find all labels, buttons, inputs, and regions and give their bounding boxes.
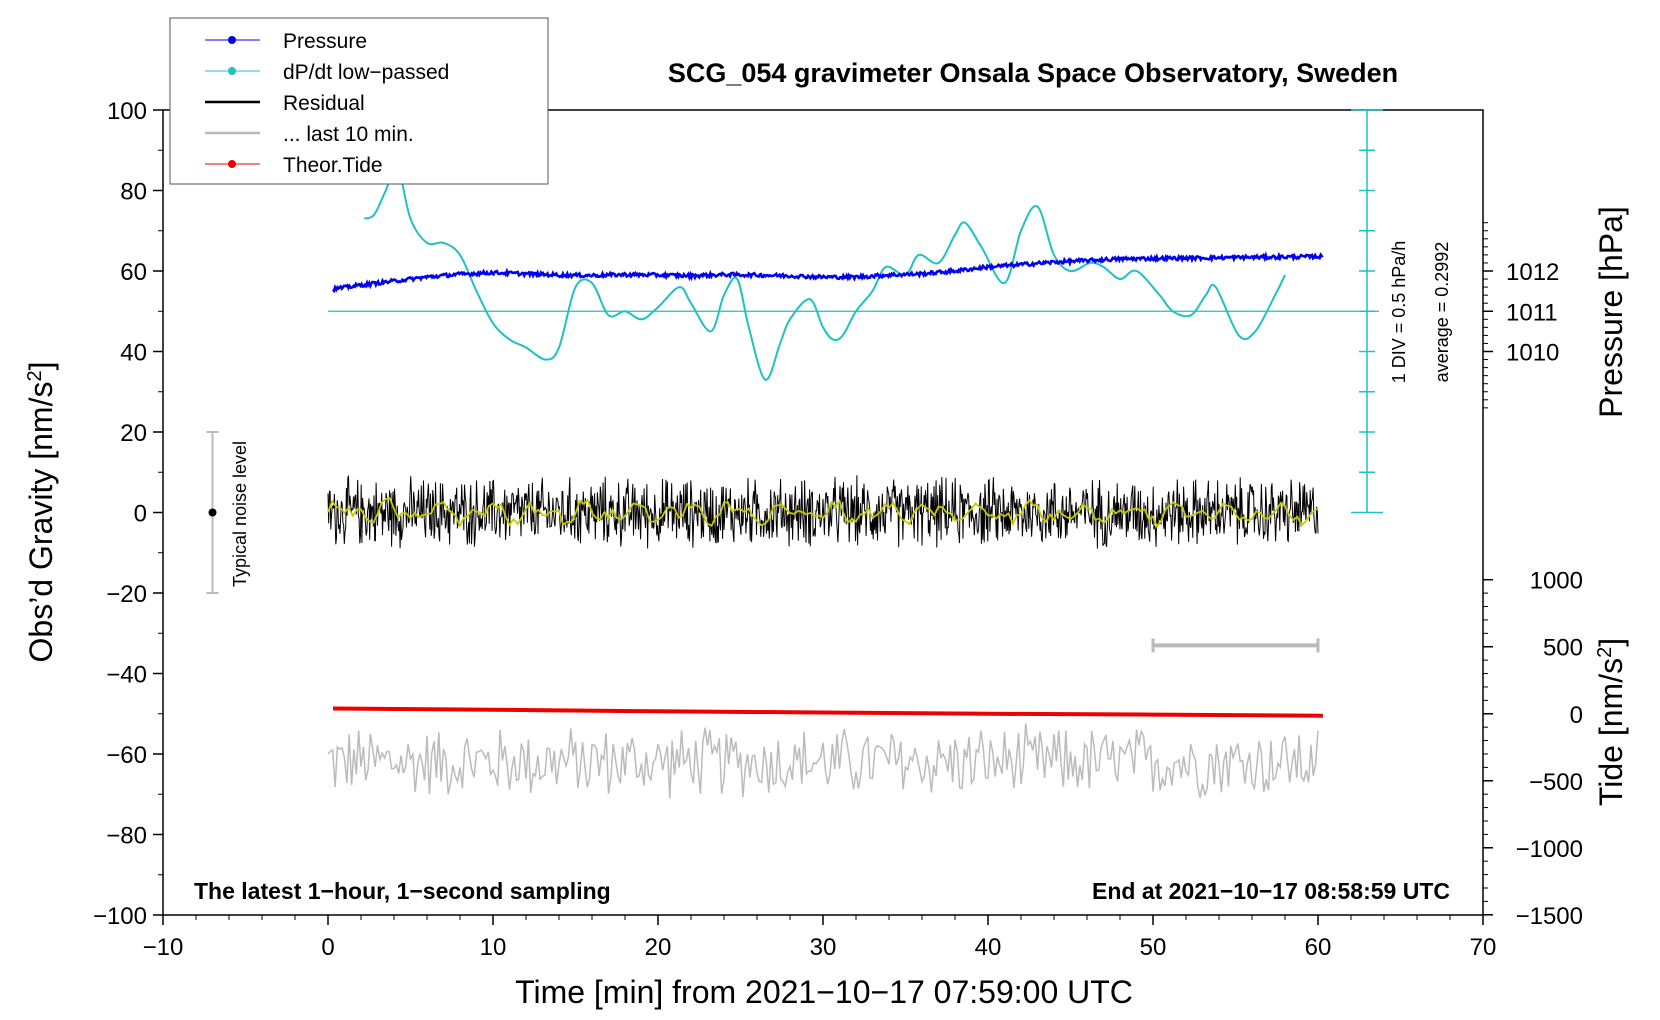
y-tick-label: −20	[106, 581, 147, 608]
legend: Pressure dP/dt low−passed Residual ... last…	[169, 17, 549, 185]
last10-series-line	[327, 723, 1319, 799]
tide-tick-label: −1500	[1516, 903, 1583, 930]
y-tick-label: 20	[120, 420, 147, 447]
x-tick-label: 50	[1140, 934, 1167, 961]
legend-marker	[228, 160, 236, 168]
y-axis-label-left-end: ]	[23, 362, 59, 371]
y-tick-label: 80	[120, 179, 147, 206]
series-layer	[206, 109, 1383, 799]
legend-label: Theor.Tide	[283, 154, 383, 177]
pressure-tick-label: 1011	[1506, 299, 1558, 326]
y-axis-label-left-sup: 2	[24, 370, 46, 381]
x-tick-label: 30	[810, 934, 837, 961]
legend-marker	[228, 36, 236, 44]
y-tick-label: 40	[120, 340, 147, 367]
x-tick-label: −10	[143, 934, 184, 961]
y-tick-label: −60	[106, 742, 147, 769]
pressure-tick-label: 1010	[1506, 340, 1559, 367]
y-axis-label-pressure: Pressure [hPa]	[1593, 206, 1629, 418]
tide-tick-label: 500	[1543, 635, 1583, 662]
pressure-series-line	[332, 251, 1324, 294]
x-tick-label: 40	[975, 934, 1002, 961]
tide-tick-label: −500	[1529, 769, 1583, 796]
y-tick-label: 0	[134, 501, 147, 528]
dpdt-series-line	[363, 164, 1286, 381]
y-axis-label-tide-main: Tide [nm/s	[1593, 658, 1629, 806]
x-tick-label: 20	[645, 934, 672, 961]
legend-label: Pressure	[283, 30, 367, 53]
y-axis-label-left-main: Obs’d Gravity [nm/s	[23, 382, 59, 663]
end-time-note: End at 2021−10−17 08:58:59 UTC	[1092, 878, 1450, 904]
x-tick-label: 70	[1470, 934, 1497, 961]
pressure-tick-label: 1012	[1506, 259, 1559, 286]
residual-series-line	[327, 475, 1319, 549]
y-tick-label: −80	[106, 823, 147, 850]
legend-marker	[228, 67, 236, 75]
legend-label: dP/dt low−passed	[283, 61, 449, 84]
y-axis-label-tide: Tide [nm/s2]	[1593, 638, 1629, 806]
y-axis-label-tide-sup: 2	[1594, 647, 1616, 658]
legend-label: Residual	[283, 92, 365, 115]
sampling-note: The latest 1−hour, 1−second sampling	[194, 878, 611, 904]
legend-label: ... last 10 min.	[283, 123, 414, 146]
axis-layer: −10 0 10 20 30 40 50 60 70−100−80−60−40−20020406…	[93, 98, 1583, 961]
y-axis-label-tide-end: ]	[1593, 638, 1629, 647]
noise-bar-center	[208, 508, 217, 517]
x-tick-label: 0	[321, 934, 334, 961]
tide-series-line	[332, 706, 1323, 718]
div-label: 1 DIV = 0.5 hPa/h	[1389, 241, 1409, 384]
y-tick-label: 60	[120, 259, 147, 286]
residual-lowpass-line	[327, 497, 1319, 529]
y-tick-label: −100	[93, 903, 147, 930]
x-tick-label: 10	[480, 934, 507, 961]
noise-level-label: Typical noise level	[230, 441, 250, 587]
tide-tick-label: 0	[1570, 702, 1583, 729]
y-axis-label-left: Obs’d Gravity [nm/s2]	[23, 362, 59, 663]
average-label: average = 0.2992	[1432, 242, 1452, 383]
y-tick-label: −40	[106, 662, 147, 689]
chart-title: SCG_054 gravimeter Onsala Space Observat…	[668, 58, 1398, 88]
x-axis-label: Time [min] from 2021−10−17 07:59:00 UTC	[515, 974, 1133, 1010]
tide-tick-label: −1000	[1516, 836, 1583, 863]
legend-items: Pressure dP/dt low−passed Residual ... last…	[205, 30, 449, 177]
y-tick-label: 100	[107, 98, 147, 125]
tide-tick-label: 1000	[1530, 568, 1583, 595]
x-tick-label: 60	[1305, 934, 1332, 961]
